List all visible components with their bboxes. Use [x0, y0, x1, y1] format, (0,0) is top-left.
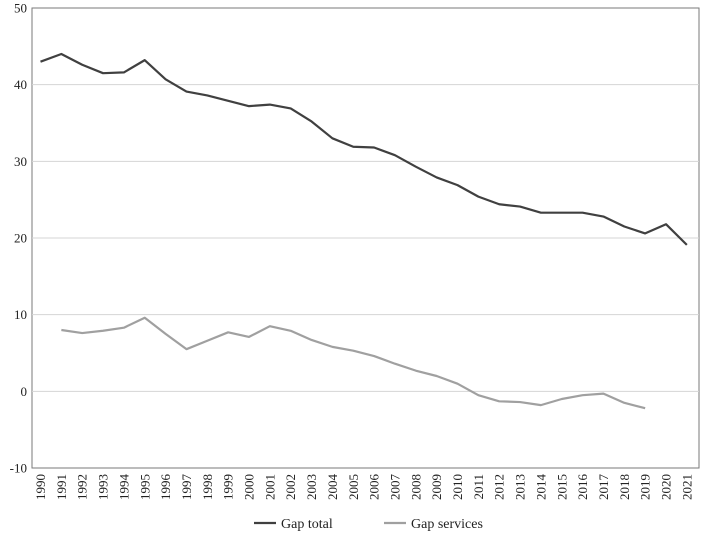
- y-tick-label: -10: [10, 461, 27, 476]
- x-tick-label: 2014: [533, 474, 548, 501]
- x-tick-label: 2015: [554, 474, 569, 500]
- x-tick-label: 2018: [617, 474, 632, 500]
- x-tick-label: 2012: [492, 474, 507, 500]
- x-tick-label: 2009: [429, 474, 444, 500]
- gridlines: [32, 84, 699, 392]
- x-tick-label: 1994: [116, 474, 131, 501]
- y-axis-ticks: -10 0 10 20 30 40 50: [10, 1, 27, 476]
- x-tick-label: 2006: [367, 474, 382, 501]
- x-tick-label: 1990: [33, 474, 48, 500]
- y-tick-label: 40: [14, 77, 27, 92]
- x-tick-label: 1999: [221, 474, 236, 500]
- legend-label: Gap total: [281, 517, 333, 532]
- series-lines: [40, 52, 688, 410]
- x-tick-label: 1993: [96, 474, 111, 500]
- x-tick-label: 2019: [638, 474, 653, 500]
- x-tick-label: 2016: [575, 474, 590, 501]
- x-tick-label: 2007: [387, 474, 402, 501]
- series-line-gap-services: [61, 316, 646, 410]
- x-tick-label: 2020: [659, 474, 674, 500]
- x-tick-label: 1995: [137, 474, 152, 500]
- x-tick-label: 2021: [679, 474, 694, 500]
- series-line-gap-total: [40, 52, 688, 246]
- x-tick-label: 2004: [325, 474, 340, 501]
- x-tick-label: 1997: [179, 474, 194, 501]
- x-tick-label: 2002: [283, 474, 298, 500]
- x-tick-label: 1996: [158, 474, 173, 501]
- x-tick-label: 1992: [75, 474, 90, 500]
- legend: Gap total Gap services: [254, 517, 483, 532]
- x-tick-label: 2013: [513, 474, 528, 500]
- y-tick-label: 50: [14, 1, 27, 16]
- x-tick-label: 2011: [471, 474, 486, 500]
- x-tick-label: 2008: [408, 474, 423, 500]
- x-tick-label: 2017: [596, 474, 611, 501]
- x-tick-label: 2010: [450, 474, 465, 500]
- x-tick-label: 2001: [262, 474, 277, 500]
- y-tick-label: 30: [14, 154, 27, 169]
- y-tick-label: 20: [14, 231, 27, 246]
- y-tick-label: 0: [21, 384, 28, 399]
- x-axis-ticks: 1990 1991 1992 1993 1994 1995 1996 1997 1998 1999…: [33, 474, 694, 501]
- x-tick-label: 1991: [54, 474, 69, 500]
- x-tick-label: 1998: [200, 474, 215, 500]
- legend-label: Gap services: [411, 517, 483, 532]
- x-tick-label: 2003: [304, 474, 319, 500]
- x-tick-label: 2000: [242, 474, 257, 500]
- y-tick-label: 10: [14, 307, 27, 322]
- x-tick-label: 2005: [346, 474, 361, 500]
